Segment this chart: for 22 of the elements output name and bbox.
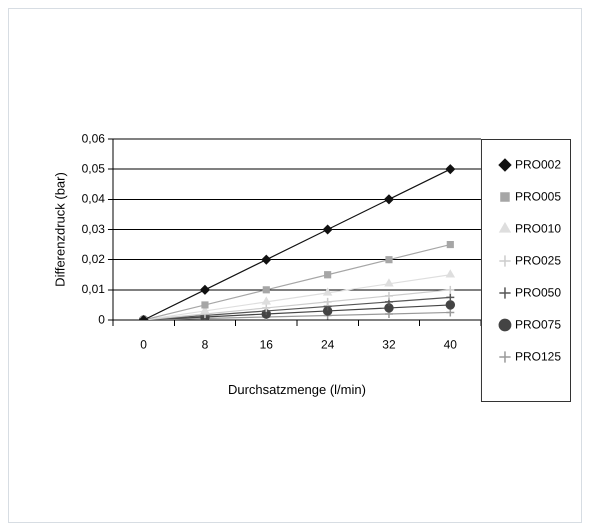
y-tick-label: 0,04 [82, 192, 106, 206]
y-tick-label: 0,05 [82, 161, 106, 176]
legend-label: PRO010 [514, 221, 562, 236]
x-tick-label: 40 [444, 338, 458, 352]
legend-label: PRO002 [514, 157, 562, 172]
legend-label: PRO125 [514, 349, 562, 364]
y-tick-label: 0 [98, 312, 106, 326]
x-tick-label: 24 [320, 338, 335, 352]
legend-label: PRO025 [514, 253, 562, 268]
x-tick-label: 0 [140, 338, 148, 352]
legend-label: PRO005 [514, 189, 562, 204]
y-tick-label: 0,06 [82, 131, 106, 146]
y-tick-label: 0,01 [82, 282, 106, 296]
x-tick-label: 32 [382, 338, 396, 352]
y-tick-label: 0,02 [82, 252, 106, 266]
y-axis-title: Differenzdruck (bar) [52, 172, 68, 287]
legend-label: PRO075 [514, 317, 562, 332]
x-tick-label: 8 [202, 338, 209, 352]
y-tick-label: 0,03 [82, 222, 106, 236]
legend-label: PRO050 [514, 285, 562, 300]
x-tick-label: 16 [260, 338, 274, 352]
x-axis-title: Durchsatzmenge (l/min) [228, 382, 366, 397]
